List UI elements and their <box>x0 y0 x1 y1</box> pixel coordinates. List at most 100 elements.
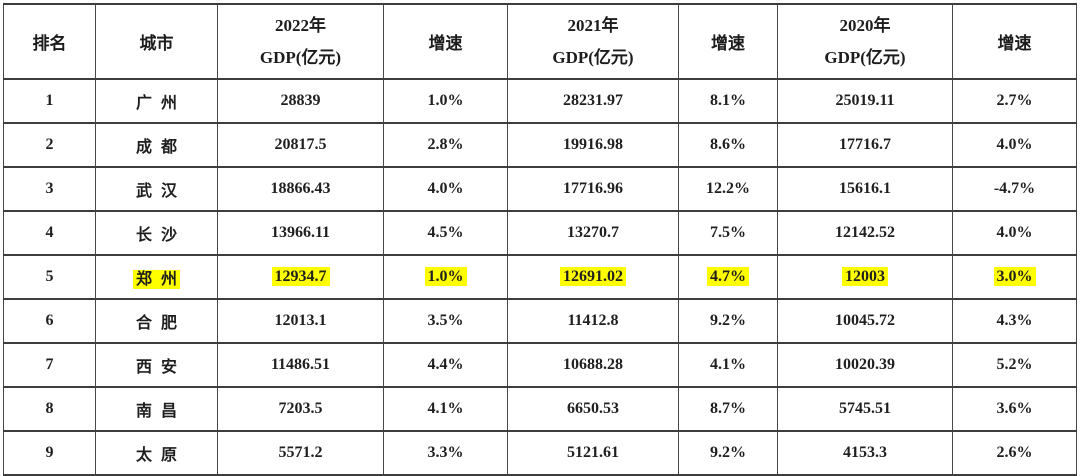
city-name: 南昌 <box>135 403 186 420</box>
cell-gdp2022: 7203.5 <box>217 386 384 432</box>
cell-gdp2022: 5571.2 <box>217 430 384 476</box>
col-header-gdp-2021-year: 2021年 <box>567 15 619 35</box>
cell-rank: 7 <box>3 342 96 388</box>
cell-growth2022: 4.4% <box>383 342 508 388</box>
gdp-table-page: 排名 城市 2022年 GDP(亿元) 增速 2021年 GDP(亿元) 增速 … <box>3 3 1077 476</box>
city-name: 长沙 <box>135 227 186 244</box>
cell-growth2021: 4.7% <box>678 254 778 300</box>
cell-growth2022: 1.0% <box>383 254 508 300</box>
cell-growth2022: 3.3% <box>383 430 508 476</box>
table-header: 排名 城市 2022年 GDP(亿元) 增速 2021年 GDP(亿元) 增速 … <box>3 3 1077 80</box>
cell-growth2020: 2.6% <box>952 430 1077 476</box>
highlight-mark: 12003 <box>842 267 888 286</box>
cell-city: 南昌 <box>95 386 218 432</box>
city-name: 太原 <box>135 447 186 464</box>
cell-growth2022: 4.1% <box>383 386 508 432</box>
table-row: 3 武汉 18866.43 4.0% 17716.96 12.2% 15616.1 -4.7% <box>3 166 1077 212</box>
table-body: 1 广州 28839 1.0% 28231.97 8.1% 25019.11 2.7% 2 成都 2… <box>3 78 1077 476</box>
cell-rank: 1 <box>3 78 96 124</box>
cell-rank: 5 <box>3 254 96 300</box>
cell-rank: 8 <box>3 386 96 432</box>
col-header-city: 城市 <box>95 3 218 80</box>
cell-growth2022: 2.8% <box>383 122 508 168</box>
cell-city: 广州 <box>95 78 218 124</box>
table-row: 7 西安 11486.51 4.4% 10688.28 4.1% 10020.39 5.2% <box>3 342 1077 388</box>
cell-gdp2022: 28839 <box>217 78 384 124</box>
col-header-growth-2021: 增速 <box>678 3 778 80</box>
col-header-gdp-2020-year: 2020年 <box>839 15 891 35</box>
highlight-mark: 郑州 <box>132 270 180 289</box>
cell-gdp2021: 19916.98 <box>507 122 679 168</box>
cell-gdp2021: 11412.8 <box>507 298 679 344</box>
table-row: 4 长沙 13966.11 4.5% 13270.7 7.5% 12142.52 4.0% <box>3 210 1077 256</box>
col-header-growth-2022: 增速 <box>383 3 508 80</box>
gdp-comparison-table: 排名 城市 2022年 GDP(亿元) 增速 2021年 GDP(亿元) 增速 … <box>3 3 1077 476</box>
col-header-gdp-2021-unit: GDP(亿元) <box>552 47 634 67</box>
col-header-rank: 排名 <box>3 3 96 80</box>
cell-city: 成都 <box>95 122 218 168</box>
highlight-mark: 3.0% <box>993 267 1036 286</box>
cell-rank: 2 <box>3 122 96 168</box>
cell-gdp2021: 17716.96 <box>507 166 679 212</box>
highlight-mark: 4.7% <box>707 267 749 286</box>
cell-gdp2021: 5121.61 <box>507 430 679 476</box>
cell-gdp2021: 6650.53 <box>507 386 679 432</box>
cell-growth2022: 1.0% <box>383 78 508 124</box>
cell-city: 太原 <box>95 430 218 476</box>
cell-growth2020: 3.0% <box>952 254 1077 300</box>
city-name: 武汉 <box>135 183 186 200</box>
cell-growth2020: -4.7% <box>952 166 1077 212</box>
cell-city: 武汉 <box>95 166 218 212</box>
city-name: 西安 <box>135 359 186 376</box>
cell-gdp2022: 12934.7 <box>217 254 384 300</box>
table-row: 2 成都 20817.5 2.8% 19916.98 8.6% 17716.7 4.0% <box>3 122 1077 168</box>
table-row: 1 广州 28839 1.0% 28231.97 8.1% 25019.11 2.7% <box>3 78 1077 124</box>
cell-city: 合肥 <box>95 298 218 344</box>
cell-gdp2022: 18866.43 <box>217 166 384 212</box>
cell-gdp2020: 12142.52 <box>777 210 953 256</box>
cell-gdp2022: 13966.11 <box>217 210 384 256</box>
cell-growth2020: 4.0% <box>952 210 1077 256</box>
cell-growth2020: 4.3% <box>952 298 1077 344</box>
table-row: 9 太原 5571.2 3.3% 5121.61 9.2% 4153.3 2.6% <box>3 430 1077 476</box>
cell-gdp2022: 20817.5 <box>217 122 384 168</box>
cell-gdp2020: 10020.39 <box>777 342 953 388</box>
cell-growth2021: 9.2% <box>678 298 778 344</box>
col-header-gdp-2021: 2021年 GDP(亿元) <box>507 3 679 80</box>
highlight-mark: 1.0% <box>424 267 467 286</box>
cell-growth2021: 8.7% <box>678 386 778 432</box>
cell-gdp2020: 4153.3 <box>777 430 953 476</box>
cell-gdp2021: 28231.97 <box>507 78 679 124</box>
cell-growth2020: 5.2% <box>952 342 1077 388</box>
cell-rank: 6 <box>3 298 96 344</box>
cell-growth2020: 2.7% <box>952 78 1077 124</box>
city-name: 合肥 <box>135 315 186 332</box>
col-header-gdp-2020-unit: GDP(亿元) <box>824 47 906 67</box>
cell-gdp2020: 10045.72 <box>777 298 953 344</box>
cell-city: 长沙 <box>95 210 218 256</box>
cell-gdp2021: 10688.28 <box>507 342 679 388</box>
cell-gdp2022: 11486.51 <box>217 342 384 388</box>
cell-growth2021: 8.6% <box>678 122 778 168</box>
col-header-gdp-2022: 2022年 GDP(亿元) <box>217 3 384 80</box>
col-header-growth-2020: 增速 <box>952 3 1077 80</box>
cell-growth2022: 4.0% <box>383 166 508 212</box>
header-row: 排名 城市 2022年 GDP(亿元) 增速 2021年 GDP(亿元) 增速 … <box>3 3 1077 80</box>
cell-gdp2022: 12013.1 <box>217 298 384 344</box>
cell-gdp2021: 12691.02 <box>507 254 679 300</box>
cell-gdp2020: 5745.51 <box>777 386 953 432</box>
cell-rank: 3 <box>3 166 96 212</box>
cell-growth2021: 12.2% <box>678 166 778 212</box>
col-header-gdp-2022-unit: GDP(亿元) <box>259 47 342 67</box>
highlight-mark: 12934.7 <box>271 267 330 286</box>
cell-growth2021: 8.1% <box>678 78 778 124</box>
city-name: 郑州 <box>135 271 186 288</box>
cell-gdp2020: 17716.7 <box>777 122 953 168</box>
table-row: 5 郑州 12934.7 1.0% 12691.02 4.7% 12003 3.0% <box>3 254 1077 300</box>
cell-growth2021: 7.5% <box>678 210 778 256</box>
cell-gdp2021: 13270.7 <box>507 210 679 256</box>
cell-city: 郑州 <box>95 254 218 300</box>
col-header-gdp-2022-year: 2022年 <box>275 15 326 35</box>
table-row: 8 南昌 7203.5 4.1% 6650.53 8.7% 5745.51 3.6% <box>3 386 1077 432</box>
col-header-gdp-2020: 2020年 GDP(亿元) <box>777 3 953 80</box>
